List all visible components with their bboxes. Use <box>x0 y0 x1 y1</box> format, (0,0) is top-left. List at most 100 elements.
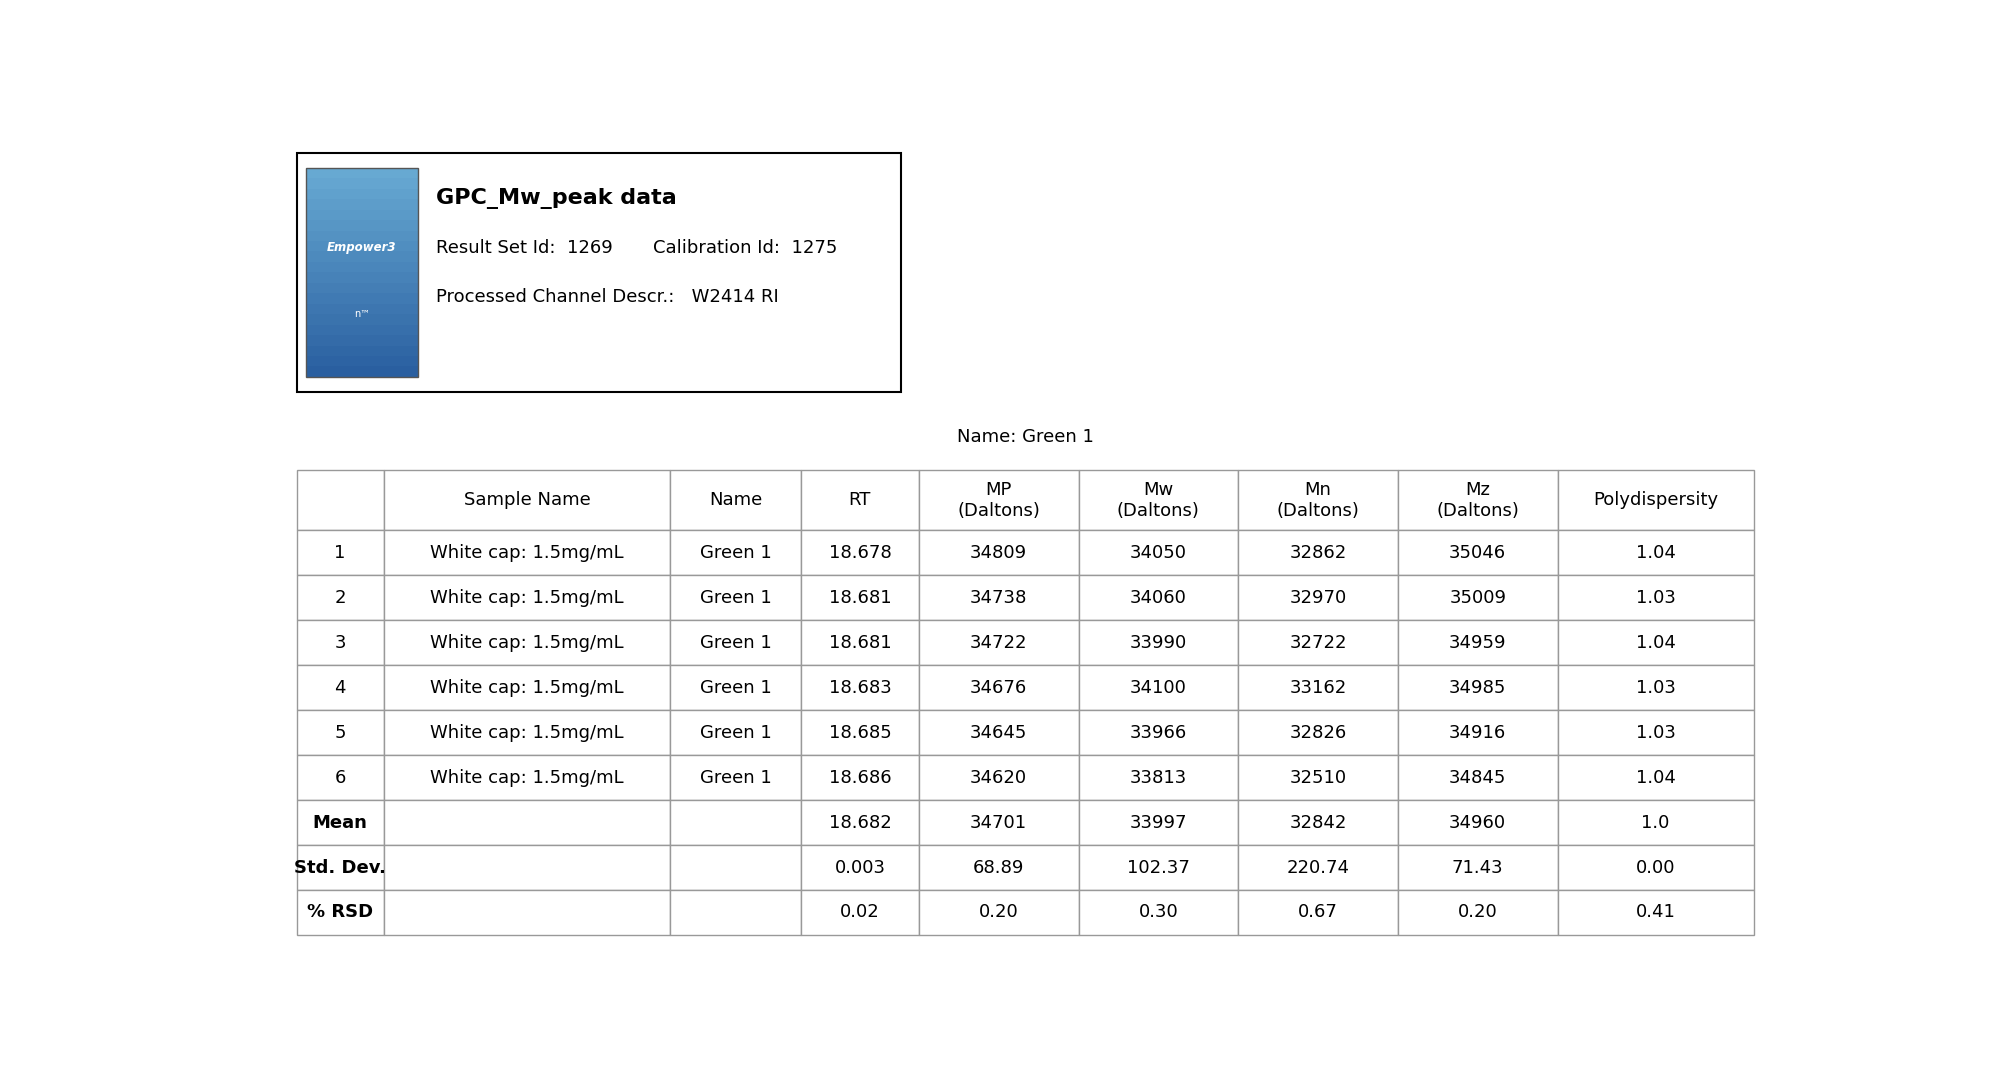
Text: Mz
(Daltons): Mz (Daltons) <box>1436 481 1520 520</box>
Text: 18.686: 18.686 <box>828 769 892 787</box>
Bar <box>670 800 800 845</box>
Text: 33813: 33813 <box>1130 769 1186 787</box>
Text: 1.03: 1.03 <box>1636 724 1676 742</box>
Bar <box>670 470 800 530</box>
Bar <box>670 530 800 575</box>
Text: 32862: 32862 <box>1290 544 1346 562</box>
Bar <box>1398 470 1558 530</box>
Text: 1.03: 1.03 <box>1636 589 1676 607</box>
Bar <box>1558 890 1754 935</box>
Text: Green 1: Green 1 <box>700 544 772 562</box>
Text: 1.04: 1.04 <box>1636 769 1676 787</box>
Bar <box>800 530 918 575</box>
Text: 5: 5 <box>334 724 346 742</box>
Bar <box>1398 665 1558 710</box>
Text: 33966: 33966 <box>1130 724 1186 742</box>
Text: 3: 3 <box>334 634 346 652</box>
Text: 35046: 35046 <box>1450 544 1506 562</box>
Bar <box>1238 530 1398 575</box>
Text: 18.681: 18.681 <box>828 589 892 607</box>
Bar <box>384 755 670 800</box>
Bar <box>296 470 384 530</box>
Bar <box>1238 710 1398 755</box>
Bar <box>918 470 1078 530</box>
Text: Result Set Id:  1269       Calibration Id:  1275: Result Set Id: 1269 Calibration Id: 1275 <box>436 238 838 257</box>
Bar <box>800 575 918 620</box>
Bar <box>1558 470 1754 530</box>
Bar <box>296 845 384 890</box>
Bar <box>1238 575 1398 620</box>
Bar <box>670 890 800 935</box>
Bar <box>306 251 418 262</box>
Bar <box>296 755 384 800</box>
Text: 34722: 34722 <box>970 634 1028 652</box>
Bar <box>384 890 670 935</box>
Bar <box>1558 710 1754 755</box>
Text: 34060: 34060 <box>1130 589 1186 607</box>
Text: 32510: 32510 <box>1290 769 1346 787</box>
Bar <box>1558 575 1754 620</box>
Bar <box>800 710 918 755</box>
Bar <box>1558 800 1754 845</box>
Text: Polydispersity: Polydispersity <box>1592 491 1718 509</box>
Text: Name: Name <box>708 491 762 509</box>
Text: 34845: 34845 <box>1450 769 1506 787</box>
Text: 71.43: 71.43 <box>1452 858 1504 877</box>
Bar <box>306 283 418 293</box>
Text: 34960: 34960 <box>1450 814 1506 832</box>
Text: 33990: 33990 <box>1130 634 1186 652</box>
Bar <box>306 325 418 335</box>
Text: Mn
(Daltons): Mn (Daltons) <box>1276 481 1360 520</box>
Bar <box>384 575 670 620</box>
Text: Green 1: Green 1 <box>700 724 772 742</box>
Text: 35009: 35009 <box>1450 589 1506 607</box>
Text: 2: 2 <box>334 589 346 607</box>
Text: Empower3: Empower3 <box>326 241 396 253</box>
Text: 18.685: 18.685 <box>828 724 892 742</box>
Bar <box>918 800 1078 845</box>
Bar <box>800 800 918 845</box>
Bar <box>800 890 918 935</box>
Bar <box>918 530 1078 575</box>
Text: Processed Channel Descr.:   W2414 RI: Processed Channel Descr.: W2414 RI <box>436 288 778 306</box>
Bar <box>1078 710 1238 755</box>
Text: White cap: 1.5mg/mL: White cap: 1.5mg/mL <box>430 589 624 607</box>
Text: 0.02: 0.02 <box>840 903 880 921</box>
Bar <box>800 845 918 890</box>
Text: 0.003: 0.003 <box>834 858 886 877</box>
Bar <box>296 665 384 710</box>
Bar <box>670 755 800 800</box>
Text: 32722: 32722 <box>1290 634 1346 652</box>
Text: 32826: 32826 <box>1290 724 1346 742</box>
Bar <box>1078 845 1238 890</box>
Bar <box>1398 620 1558 665</box>
Bar <box>670 845 800 890</box>
Text: White cap: 1.5mg/mL: White cap: 1.5mg/mL <box>430 544 624 562</box>
Bar <box>1398 530 1558 575</box>
Bar <box>918 890 1078 935</box>
Bar <box>670 620 800 665</box>
Bar <box>384 845 670 890</box>
Text: 4: 4 <box>334 679 346 697</box>
Bar <box>1238 800 1398 845</box>
Text: Name: Green 1: Name: Green 1 <box>956 428 1094 446</box>
Bar <box>306 179 418 189</box>
Text: 0.20: 0.20 <box>1458 903 1498 921</box>
Text: 0.30: 0.30 <box>1138 903 1178 921</box>
Bar <box>1398 800 1558 845</box>
Text: % RSD: % RSD <box>306 903 374 921</box>
Bar <box>306 168 418 377</box>
Text: 6: 6 <box>334 769 346 787</box>
Text: 18.678: 18.678 <box>828 544 892 562</box>
Bar <box>1078 470 1238 530</box>
Bar <box>296 800 384 845</box>
Text: 1.04: 1.04 <box>1636 634 1676 652</box>
Text: Green 1: Green 1 <box>700 679 772 697</box>
Bar <box>1398 575 1558 620</box>
Text: 1.04: 1.04 <box>1636 544 1676 562</box>
Bar <box>1078 755 1238 800</box>
Bar <box>384 710 670 755</box>
Bar <box>918 845 1078 890</box>
Bar <box>670 575 800 620</box>
Bar <box>1078 800 1238 845</box>
